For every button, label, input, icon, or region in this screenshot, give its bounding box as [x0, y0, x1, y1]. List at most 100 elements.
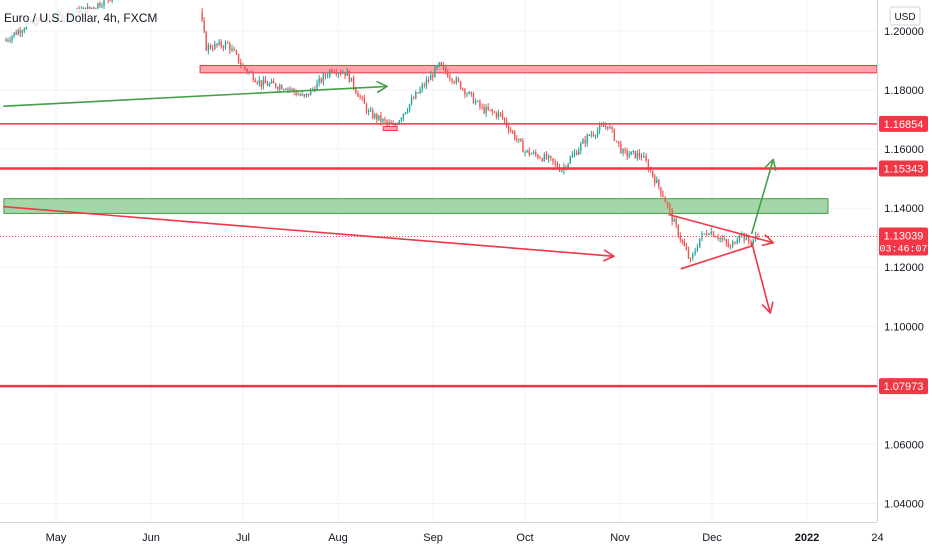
candle-body	[541, 158, 543, 162]
candle-body	[545, 153, 548, 159]
candle-body	[719, 238, 721, 240]
candle-body	[363, 97, 366, 104]
green-arrow-shaft[interactable]	[751, 158, 775, 235]
red-arrow-shaft[interactable]	[751, 242, 772, 314]
candle-body	[679, 235, 682, 240]
candle-body	[451, 78, 453, 82]
candle-body	[444, 66, 447, 72]
green-arrow-head[interactable]	[376, 80, 388, 93]
price-tick-label: 1.12000	[884, 262, 924, 274]
time-tick-label: Jul	[236, 532, 250, 544]
candle-body	[216, 43, 218, 45]
candle-body	[207, 44, 210, 51]
candle-body	[15, 32, 17, 35]
candle-body	[421, 85, 423, 90]
candle-body	[647, 161, 650, 171]
candle-body	[250, 71, 252, 73]
time-axis-background[interactable]	[0, 523, 932, 550]
red-arrow-shaft[interactable]	[3, 205, 615, 258]
candle-body	[474, 101, 477, 104]
candle-body	[649, 170, 652, 172]
candle-body	[656, 179, 658, 184]
red-arrow-head[interactable]	[603, 249, 615, 262]
candle-body	[89, 6, 91, 9]
price-axis-background[interactable]	[878, 0, 932, 522]
low-marker[interactable]	[382, 125, 398, 131]
price-tick-label: 1.10000	[884, 321, 924, 333]
red-arrow-head[interactable]	[761, 234, 775, 247]
time-tick-label: 2022	[795, 532, 819, 544]
red-arrow-head[interactable]	[761, 301, 774, 314]
candle-body	[727, 242, 730, 247]
candle-body	[757, 235, 759, 237]
candle-body	[501, 113, 504, 119]
price-tick-label: 1.14000	[884, 203, 924, 215]
candle-body	[455, 78, 458, 83]
candle-body	[752, 239, 755, 244]
candle-body	[507, 125, 510, 131]
candle-body	[734, 241, 736, 244]
trend-line[interactable]	[680, 245, 753, 270]
currency-selector[interactable]: USD	[889, 6, 921, 26]
candle-body	[620, 143, 622, 154]
candle-body	[380, 115, 382, 122]
candle-body	[258, 80, 261, 84]
candle-body	[489, 109, 491, 111]
candle-body	[5, 39, 7, 42]
candle-body	[287, 88, 289, 90]
candle-body	[569, 157, 571, 164]
candle-body	[279, 85, 281, 90]
candle-body	[277, 87, 279, 90]
horizontal-levels[interactable]	[0, 123, 877, 388]
candle-body	[522, 141, 524, 153]
support-zone[interactable]	[3, 198, 829, 214]
candle-body	[602, 125, 605, 127]
candle-body	[607, 126, 609, 129]
candle-body	[689, 258, 692, 260]
candle-body	[575, 152, 578, 155]
candle-body	[493, 111, 496, 113]
candle-body	[201, 11, 203, 21]
candle-body	[524, 151, 526, 153]
candle-body	[320, 78, 322, 83]
level-price-badge	[879, 115, 928, 132]
green-arrow-head[interactable]	[764, 158, 777, 171]
candle-body	[291, 88, 293, 90]
red-arrow-shaft[interactable]	[668, 213, 775, 244]
candle-body	[481, 106, 483, 108]
candle-body	[260, 80, 263, 87]
candle-body	[11, 36, 13, 41]
candle-body	[374, 114, 376, 119]
candle-body	[483, 106, 485, 114]
candle-body	[235, 50, 238, 54]
candle-body	[432, 74, 434, 78]
candle-body	[93, 7, 95, 9]
candle-body	[352, 77, 355, 88]
candle-body	[632, 151, 634, 153]
candle-body	[717, 237, 719, 239]
candle-body	[622, 149, 624, 154]
time-axis-ticks: May Jun Jul Aug Sep Oct Nov Dec 2022 24	[46, 532, 884, 544]
candle-body	[95, 8, 97, 10]
candle-body	[301, 94, 303, 96]
candle-body	[703, 233, 706, 235]
candle-body	[638, 152, 641, 157]
time-tick-label: 24	[871, 532, 883, 544]
candle-body	[712, 231, 715, 237]
candle-body	[419, 89, 421, 94]
candle-body	[248, 71, 250, 73]
candle-body	[485, 106, 487, 114]
drawing-tools[interactable]	[3, 80, 777, 314]
candle-body	[449, 77, 451, 79]
candle-body	[440, 62, 443, 66]
green-arrow-shaft[interactable]	[3, 85, 388, 108]
candle-body	[685, 246, 688, 250]
candle-body	[466, 93, 468, 95]
last-price-badge	[879, 227, 928, 256]
candle-body	[626, 150, 628, 156]
resistance-zone[interactable]	[199, 64, 878, 74]
candle-body	[359, 96, 361, 98]
candle-body	[464, 88, 466, 95]
candle-body	[526, 150, 528, 152]
